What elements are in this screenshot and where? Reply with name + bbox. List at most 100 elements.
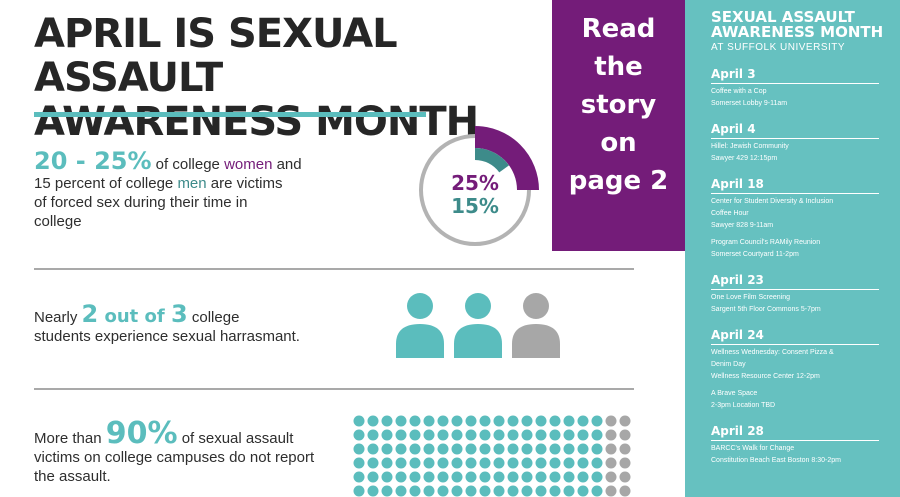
grid-dot (521, 457, 533, 469)
grid-dot (423, 457, 435, 469)
grid-dot (437, 485, 449, 497)
event-item: Somerset Lobby 9-11am (711, 100, 788, 107)
grid-dot (437, 457, 449, 469)
grid-dot (591, 457, 603, 469)
grid-dot (423, 485, 435, 497)
grid-dot (619, 429, 631, 441)
stat-not-reported-line-2: victims on college campuses do not repor… (34, 449, 315, 466)
event-item: Center for Student Diversity & Inclusion (711, 198, 834, 205)
grid-dot (395, 457, 407, 469)
grid-dot (619, 457, 631, 469)
event-item: Sawyer 828 9-11am (711, 222, 774, 229)
event-item: BARCC's Walk for Change (711, 445, 795, 452)
grid-dot (605, 457, 617, 469)
event-item: Hillel: Jewish Community (711, 143, 789, 150)
grid-dot (409, 457, 421, 469)
grid-dot (367, 443, 379, 455)
stat-text: More than (34, 430, 106, 447)
grid-dot (591, 415, 603, 427)
grid-dot (451, 471, 463, 483)
grid-dot (381, 415, 393, 427)
grid-dot (367, 457, 379, 469)
event-item: A Brave Space (711, 390, 758, 397)
stat-text: of sexual assault (177, 430, 294, 447)
stat-forced-sex-line-1: 20 - 25% of college women and (34, 149, 364, 174)
event-item: Program Council's RAMily Reunion (711, 239, 821, 246)
event-group: April 3 Coffee with a Cop Somerset Lobby… (711, 67, 890, 108)
grid-dot (591, 443, 603, 455)
donut-chart (419, 126, 539, 246)
grid-dot (549, 457, 561, 469)
grid-dot (479, 443, 491, 455)
grid-dot (577, 485, 589, 497)
read-story-promo[interactable]: Read the story on page 2 (552, 0, 685, 251)
event-date: April 24 (711, 328, 879, 345)
stat-harassment: Nearly 2 out of 3 college students exper… (34, 302, 374, 346)
grid-dot (395, 471, 407, 483)
stat-not-reported-line-1: More than 90% of sexual assault (34, 419, 354, 449)
stat-forced-sex-line-4: college (34, 213, 82, 230)
grid-dot (507, 471, 519, 483)
grid-dot (423, 415, 435, 427)
grid-dot (507, 429, 519, 441)
grid-dot (577, 471, 589, 483)
event-group: April 24 Wellness Wednesday: Consent Piz… (711, 328, 890, 410)
grid-dot (549, 471, 561, 483)
person-body (454, 324, 502, 358)
stat-forced-sex-line-2: 15 percent of college men are victims (34, 174, 364, 193)
donut-women-percent: 25% (451, 171, 499, 195)
sidebar-subtitle: AT SUFFOLK UNIVERSITY (711, 42, 846, 53)
grid-dot (535, 429, 547, 441)
event-item: Wellness Wednesday: Consent Pizza & (711, 349, 834, 356)
stat-text: college (187, 309, 240, 326)
grid-dot (381, 443, 393, 455)
grid-dot (605, 443, 617, 455)
grid-dot (367, 429, 379, 441)
grid-dot (535, 485, 547, 497)
people-icons (396, 293, 560, 358)
grid-dot (451, 429, 463, 441)
grid-dot (493, 471, 505, 483)
grid-dot (395, 485, 407, 497)
grid-dot (521, 485, 533, 497)
grid-dot (563, 443, 575, 455)
stat-not-reported-line-3: the assault. (34, 468, 111, 485)
grid-dot (479, 415, 491, 427)
grid-dot (409, 443, 421, 455)
grid-dot (465, 471, 477, 483)
grid-dot (535, 457, 547, 469)
person-head (465, 293, 491, 319)
sidebar-title-2: AWARENESS MONTH (711, 23, 884, 41)
grid-dot (367, 471, 379, 483)
grid-dot (479, 471, 491, 483)
event-item: Sargent 5th Floor Commons 5-7pm (711, 306, 821, 313)
grid-dot (437, 429, 449, 441)
grid-dot (465, 457, 477, 469)
event-date: April 4 (711, 122, 879, 139)
stat-num-3: 3 (171, 300, 188, 328)
donut-arc-men (474, 148, 509, 173)
grid-dot (563, 471, 575, 483)
events-sidebar: SEXUAL ASSAULT AWARENESS MONTH AT SUFFOL… (685, 0, 900, 497)
page-title: APRIL IS SEXUAL ASSAULT AWARENESS MONTH (34, 12, 554, 144)
promo-line: story (580, 90, 657, 120)
event-item: Coffee Hour (711, 210, 749, 217)
grid-dot (353, 457, 365, 469)
grid-dot (437, 471, 449, 483)
event-item: Coffee with a Cop (711, 88, 767, 95)
grid-dot (563, 457, 575, 469)
grid-dot (591, 429, 603, 441)
grid-dot (521, 443, 533, 455)
person-head (523, 293, 549, 319)
event-item: One Love Film Screening (711, 294, 790, 301)
stat-text: Nearly (34, 309, 82, 326)
grid-dot (353, 485, 365, 497)
grid-dot (465, 443, 477, 455)
grid-dot (619, 415, 631, 427)
grid-dot (591, 471, 603, 483)
grid-dot (563, 485, 575, 497)
event-item: Wellness Resource Center 12-2pm (711, 373, 820, 380)
grid-dot (409, 485, 421, 497)
grid-dot (353, 443, 365, 455)
promo-line: on (600, 128, 637, 158)
